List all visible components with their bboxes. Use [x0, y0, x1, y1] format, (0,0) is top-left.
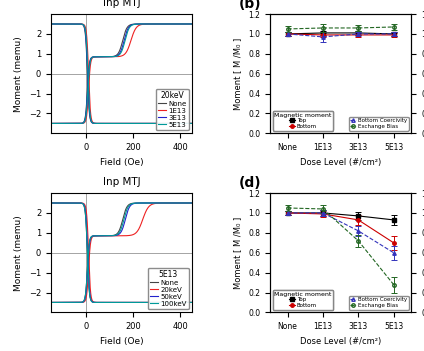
- Text: (b): (b): [239, 0, 262, 11]
- None: [187, 121, 192, 126]
- None: [172, 121, 177, 126]
- 20keV: [121, 300, 126, 305]
- Line: None: None: [51, 24, 192, 124]
- 20keV: [103, 300, 108, 305]
- 50keV: [172, 300, 177, 305]
- 3E13: [73, 22, 78, 26]
- Line: 100keV: 100keV: [51, 203, 192, 303]
- 20keV: [109, 300, 114, 305]
- Y-axis label: Moment (memu): Moment (memu): [14, 36, 23, 112]
- None: [120, 121, 125, 126]
- None: [73, 22, 78, 26]
- Y-axis label: Moment (memu): Moment (memu): [14, 215, 23, 291]
- Legend: Top, Bottom: Top, Bottom: [273, 290, 333, 310]
- None: [103, 300, 108, 305]
- 20keV: [48, 201, 53, 205]
- None: [64, 201, 70, 205]
- Line: 20keV: 20keV: [51, 203, 192, 303]
- 100keV: [48, 201, 53, 205]
- None: [120, 300, 125, 305]
- None: [48, 22, 53, 26]
- 100keV: [120, 300, 125, 305]
- 5E13: [109, 121, 114, 126]
- 1E13: [190, 121, 195, 126]
- 50keV: [187, 300, 192, 305]
- 1E13: [109, 121, 114, 126]
- 20keV: [64, 201, 70, 205]
- X-axis label: Field (Oe): Field (Oe): [100, 337, 143, 346]
- 3E13: [103, 121, 108, 126]
- 100keV: [190, 300, 195, 305]
- None: [187, 300, 192, 305]
- 20keV: [187, 300, 192, 305]
- 5E13: [73, 22, 78, 26]
- 5E13: [64, 22, 70, 26]
- X-axis label: Dose Level (#/cm²): Dose Level (#/cm²): [300, 158, 381, 167]
- 3E13: [48, 22, 53, 26]
- 5E13: [190, 121, 195, 126]
- Line: 3E13: 3E13: [51, 24, 192, 124]
- 1E13: [187, 121, 192, 126]
- None: [109, 121, 114, 126]
- 100keV: [187, 300, 192, 305]
- 50keV: [73, 201, 78, 205]
- 1E13: [172, 121, 177, 126]
- 3E13: [190, 121, 195, 126]
- 1E13: [103, 121, 108, 126]
- 1E13: [73, 22, 78, 26]
- 50keV: [190, 300, 195, 305]
- 100keV: [103, 300, 108, 305]
- 100keV: [109, 300, 114, 305]
- 5E13: [48, 22, 53, 26]
- Line: 50keV: 50keV: [51, 203, 192, 303]
- Y-axis label: Moment [ M /M₀ ]: Moment [ M /M₀ ]: [234, 217, 243, 289]
- Legend: None, 1E13, 3E13, 5E13: None, 1E13, 3E13, 5E13: [156, 88, 189, 130]
- 100keV: [172, 300, 177, 305]
- 1E13: [121, 121, 126, 126]
- Text: (d): (d): [239, 176, 262, 190]
- 5E13: [103, 121, 108, 126]
- 50keV: [64, 201, 70, 205]
- 3E13: [120, 121, 125, 126]
- 3E13: [64, 22, 70, 26]
- None: [109, 300, 114, 305]
- Legend: Bottom Coercivity, Exchange Bias: Bottom Coercivity, Exchange Bias: [349, 296, 408, 310]
- 3E13: [172, 121, 177, 126]
- 20keV: [190, 300, 195, 305]
- None: [64, 22, 70, 26]
- 50keV: [103, 300, 108, 305]
- Line: None: None: [51, 203, 192, 303]
- 5E13: [187, 121, 192, 126]
- Legend: None, 20keV, 50keV, 100keV: None, 20keV, 50keV, 100keV: [148, 267, 189, 309]
- 20keV: [172, 300, 177, 305]
- None: [103, 121, 108, 126]
- 5E13: [172, 121, 177, 126]
- Line: 5E13: 5E13: [51, 24, 192, 124]
- X-axis label: Field (Oe): Field (Oe): [100, 158, 143, 167]
- 5E13: [120, 121, 125, 126]
- None: [172, 300, 177, 305]
- 50keV: [48, 201, 53, 205]
- 3E13: [187, 121, 192, 126]
- None: [190, 300, 195, 305]
- 50keV: [120, 300, 125, 305]
- 3E13: [109, 121, 114, 126]
- 1E13: [64, 22, 70, 26]
- None: [190, 121, 195, 126]
- 20keV: [73, 201, 78, 205]
- None: [73, 201, 78, 205]
- 100keV: [73, 201, 78, 205]
- 100keV: [64, 201, 70, 205]
- X-axis label: Dose Level (#/cm²): Dose Level (#/cm²): [300, 337, 381, 346]
- Legend: Top, Bottom: Top, Bottom: [273, 111, 333, 131]
- Line: 1E13: 1E13: [51, 24, 192, 124]
- Title: Inp MTJ: Inp MTJ: [103, 177, 140, 187]
- Y-axis label: Moment [ M /M₀ ]: Moment [ M /M₀ ]: [234, 38, 243, 110]
- None: [48, 201, 53, 205]
- 1E13: [48, 22, 53, 26]
- Legend: Bottom Coercivity, Exchange Bias: Bottom Coercivity, Exchange Bias: [349, 117, 408, 131]
- 50keV: [109, 300, 114, 305]
- Title: Inp MTJ: Inp MTJ: [103, 0, 140, 8]
